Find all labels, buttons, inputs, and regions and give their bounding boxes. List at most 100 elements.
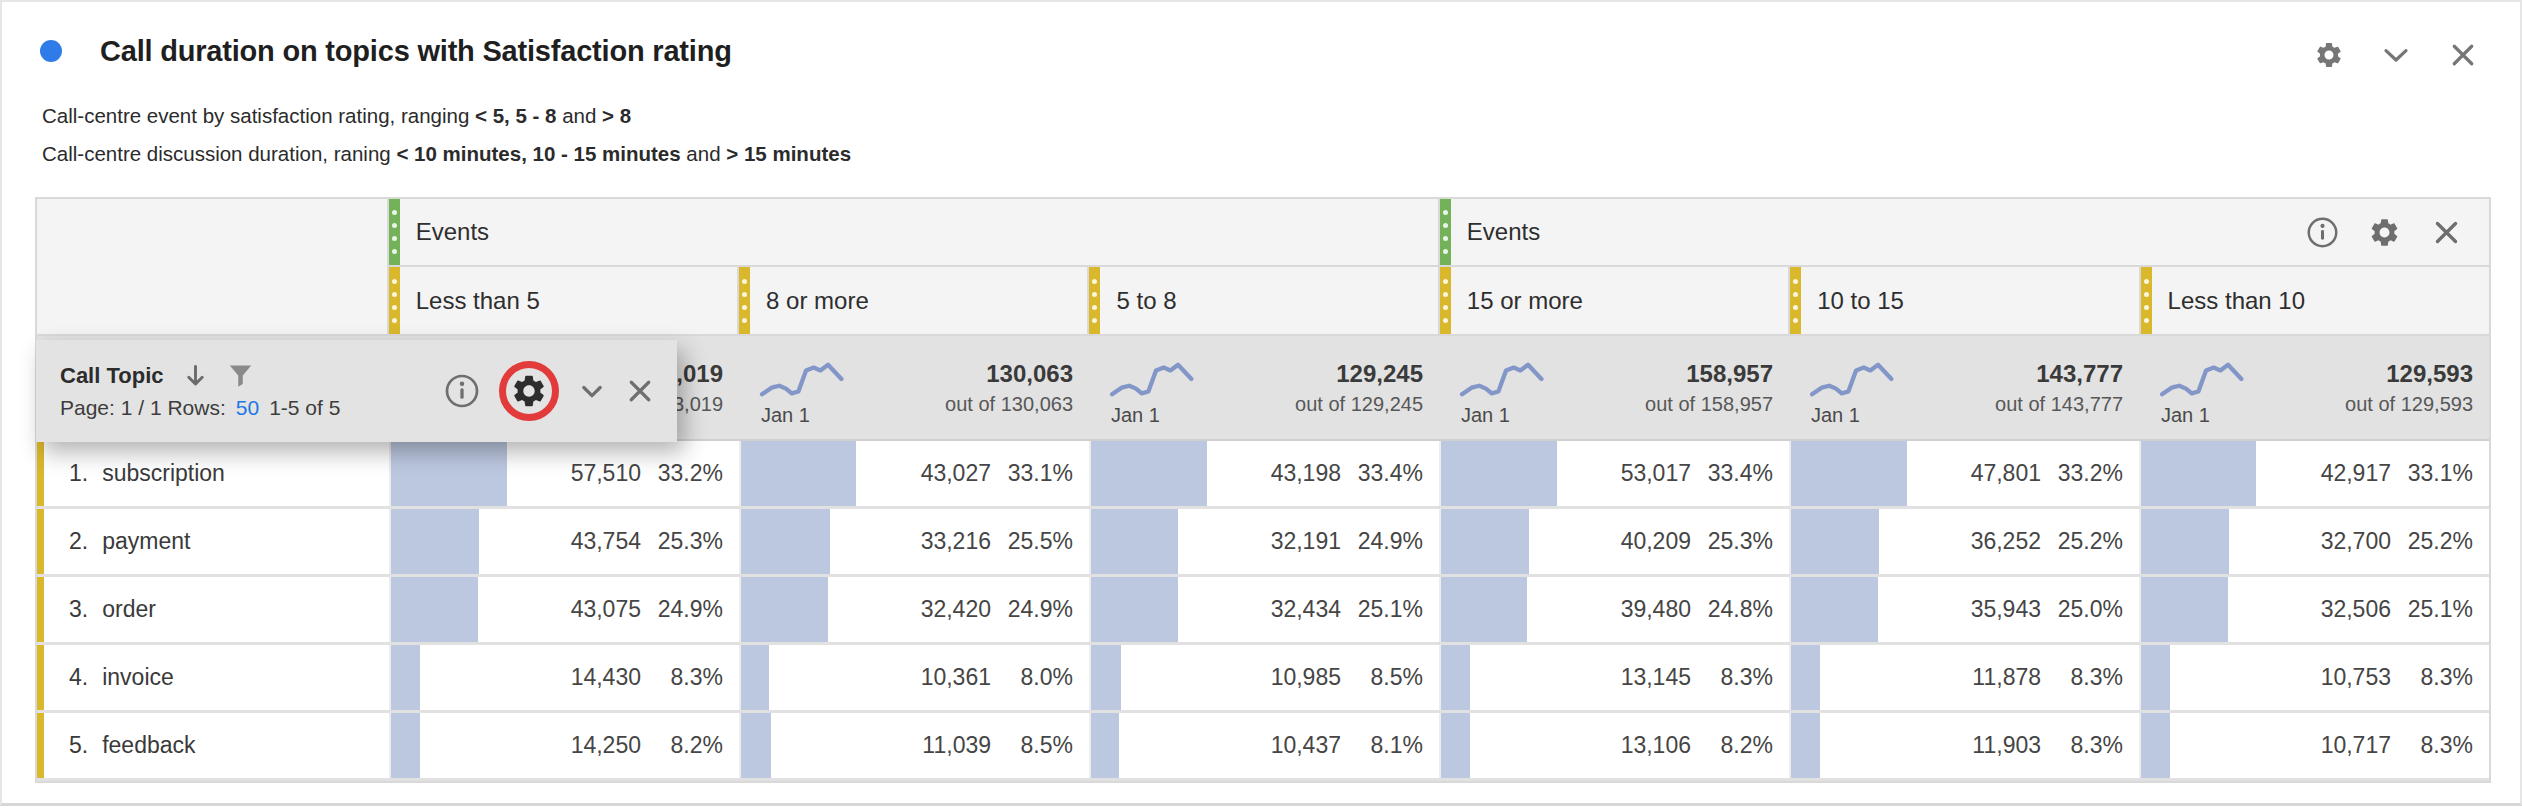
cell-bar [1441, 577, 1527, 642]
data-cell[interactable]: 39,48024.8% [1439, 577, 1789, 642]
row-drag-bar [37, 441, 44, 506]
data-cell[interactable]: 11,9038.3% [1789, 713, 2139, 778]
column-close-icon[interactable] [2429, 215, 2463, 249]
cell-bar [2141, 509, 2229, 574]
panel-close-icon[interactable] [2447, 39, 2478, 70]
drag-handle-icon[interactable] [1790, 267, 1801, 334]
data-cell[interactable]: 32,19124.9% [1089, 509, 1439, 574]
close-icon[interactable] [625, 376, 655, 406]
data-cell[interactable]: 10,3618.0% [739, 645, 1089, 710]
cell-bar [1091, 645, 1121, 710]
filter-icon[interactable] [227, 362, 254, 389]
cell-bar [741, 509, 830, 574]
data-cell[interactable]: 47,80133.2% [1789, 441, 2139, 506]
drag-handle-icon[interactable] [1440, 199, 1451, 265]
settings-gear-icon[interactable] [510, 372, 548, 410]
data-cell[interactable]: 43,02733.1% [739, 441, 1089, 506]
data-cell[interactable]: 57,51033.2% [389, 441, 739, 506]
data-cell[interactable]: 10,4378.1% [1089, 713, 1439, 778]
data-cell[interactable]: 13,1458.3% [1439, 645, 1789, 710]
data-cell[interactable]: 14,2508.2% [389, 713, 739, 778]
table-header: Events Events [37, 199, 2489, 336]
rows-per-page-link[interactable]: 50 [236, 396, 259, 420]
data-cell[interactable]: 32,43425.1% [1089, 577, 1439, 642]
data-cell[interactable]: 40,20925.3% [1439, 509, 1789, 574]
column-total-cell[interactable]: Jan 1 158,957out of 158,957 [1439, 336, 1789, 439]
table-row-payment: 2.payment 43,75425.3% 33,21625.5% 32,191… [37, 509, 2489, 577]
cell-bar [1441, 645, 1470, 710]
row-drag-bar [37, 509, 44, 574]
data-cell[interactable]: 43,75425.3% [389, 509, 739, 574]
table-corner-cell [37, 199, 389, 336]
data-cell[interactable]: 10,7538.3% [2139, 645, 2489, 710]
drag-handle-icon[interactable] [1089, 267, 1100, 334]
data-cell[interactable]: 36,25225.2% [1789, 509, 2139, 574]
cell-bar [391, 713, 420, 778]
column-total-cell[interactable]: Jan 1 129,593out of 129,593 [2139, 336, 2489, 439]
sort-descending-icon[interactable] [182, 362, 209, 389]
data-cell[interactable]: 32,42024.9% [739, 577, 1089, 642]
cell-bar [2141, 441, 2256, 506]
column-total-cell[interactable]: Jan 1 130,063out of 130,063 [739, 336, 1089, 439]
data-cell[interactable]: 43,19833.4% [1089, 441, 1439, 506]
data-cell[interactable]: 32,70025.2% [2139, 509, 2489, 574]
info-icon[interactable] [2305, 215, 2339, 249]
column-group-events-satisfaction[interactable]: Events [389, 199, 1440, 267]
data-cell[interactable]: 10,9858.5% [1089, 645, 1439, 710]
column-header-5-to-8[interactable]: 5 to 8 [1089, 267, 1439, 336]
table-row-order: 3.order 43,07524.9% 32,42024.9% 32,43425… [37, 577, 2489, 645]
cell-bar [1791, 713, 1820, 778]
workspace-panel: Call duration on topics with Satisfactio… [0, 0, 2522, 806]
column-header-less-than-5[interactable]: Less than 5 [389, 267, 739, 336]
row-label-order[interactable]: 3.order [37, 577, 389, 642]
panel-description: Call-centre event by satisfaction rating… [42, 97, 851, 173]
row-label-payment[interactable]: 2.payment [37, 509, 389, 574]
cell-bar [1091, 509, 1178, 574]
cell-bar [1091, 441, 1207, 506]
row-label-invoice[interactable]: 4.invoice [37, 645, 389, 710]
column-total-cell[interactable]: Jan 1 143,777out of 143,777 [1789, 336, 2139, 439]
dimension-title: Call Topic [60, 363, 164, 389]
data-cell[interactable]: 42,91733.1% [2139, 441, 2489, 506]
data-cell[interactable]: 43,07524.9% [389, 577, 739, 642]
highlight-ring [499, 361, 559, 421]
cell-bar [391, 645, 420, 710]
cell-bar [1791, 509, 1879, 574]
cell-bar [1791, 577, 1878, 642]
drag-handle-icon[interactable] [389, 199, 400, 265]
cell-bar [1441, 441, 1557, 506]
column-header-10-to-15[interactable]: 10 to 15 [1790, 267, 2140, 336]
column-header-8-or-more[interactable]: 8 or more [739, 267, 1089, 336]
column-group-events-duration[interactable]: Events [1440, 199, 2489, 267]
data-cell[interactable]: 33,21625.5% [739, 509, 1089, 574]
data-cell[interactable]: 10,7178.3% [2139, 713, 2489, 778]
data-cell[interactable]: 11,8788.3% [1789, 645, 2139, 710]
row-label-feedback[interactable]: 5.feedback [37, 713, 389, 778]
drag-handle-icon[interactable] [389, 267, 400, 334]
drag-handle-icon[interactable] [1440, 267, 1451, 334]
column-total-cell[interactable]: Jan 1 129,245out of 129,245 [1089, 336, 1439, 439]
pagination-info: Page: 1 / 1 Rows: 50 1-5 of 5 [60, 396, 340, 420]
data-cell[interactable]: 11,0398.5% [739, 713, 1089, 778]
row-drag-bar [37, 713, 44, 778]
data-cell[interactable]: 32,50625.1% [2139, 577, 2489, 642]
data-cell[interactable]: 53,01733.4% [1439, 441, 1789, 506]
drag-handle-icon[interactable] [739, 267, 750, 334]
sparkline: Jan 1 [1459, 358, 1555, 427]
cell-bar [741, 645, 769, 710]
drag-handle-icon[interactable] [2141, 267, 2152, 334]
row-label-subscription[interactable]: 1.subscription [37, 441, 389, 506]
column-header-15-or-more[interactable]: 15 or more [1440, 267, 1790, 336]
row-drag-bar [37, 577, 44, 642]
panel-collapse-chevron-icon[interactable] [2380, 39, 2411, 70]
column-settings-gear-icon[interactable] [2367, 215, 2401, 249]
data-cell[interactable]: 13,1068.2% [1439, 713, 1789, 778]
data-cell[interactable]: 35,94325.0% [1789, 577, 2139, 642]
panel-settings-gear-icon[interactable] [2313, 39, 2344, 70]
chevron-down-icon[interactable] [578, 377, 606, 405]
column-header-less-than-10[interactable]: Less than 10 [2141, 267, 2489, 336]
description-line-2: Call-centre discussion duration, raning … [42, 135, 851, 173]
cell-bar [1091, 577, 1178, 642]
info-icon[interactable] [444, 373, 480, 409]
data-cell[interactable]: 14,4308.3% [389, 645, 739, 710]
